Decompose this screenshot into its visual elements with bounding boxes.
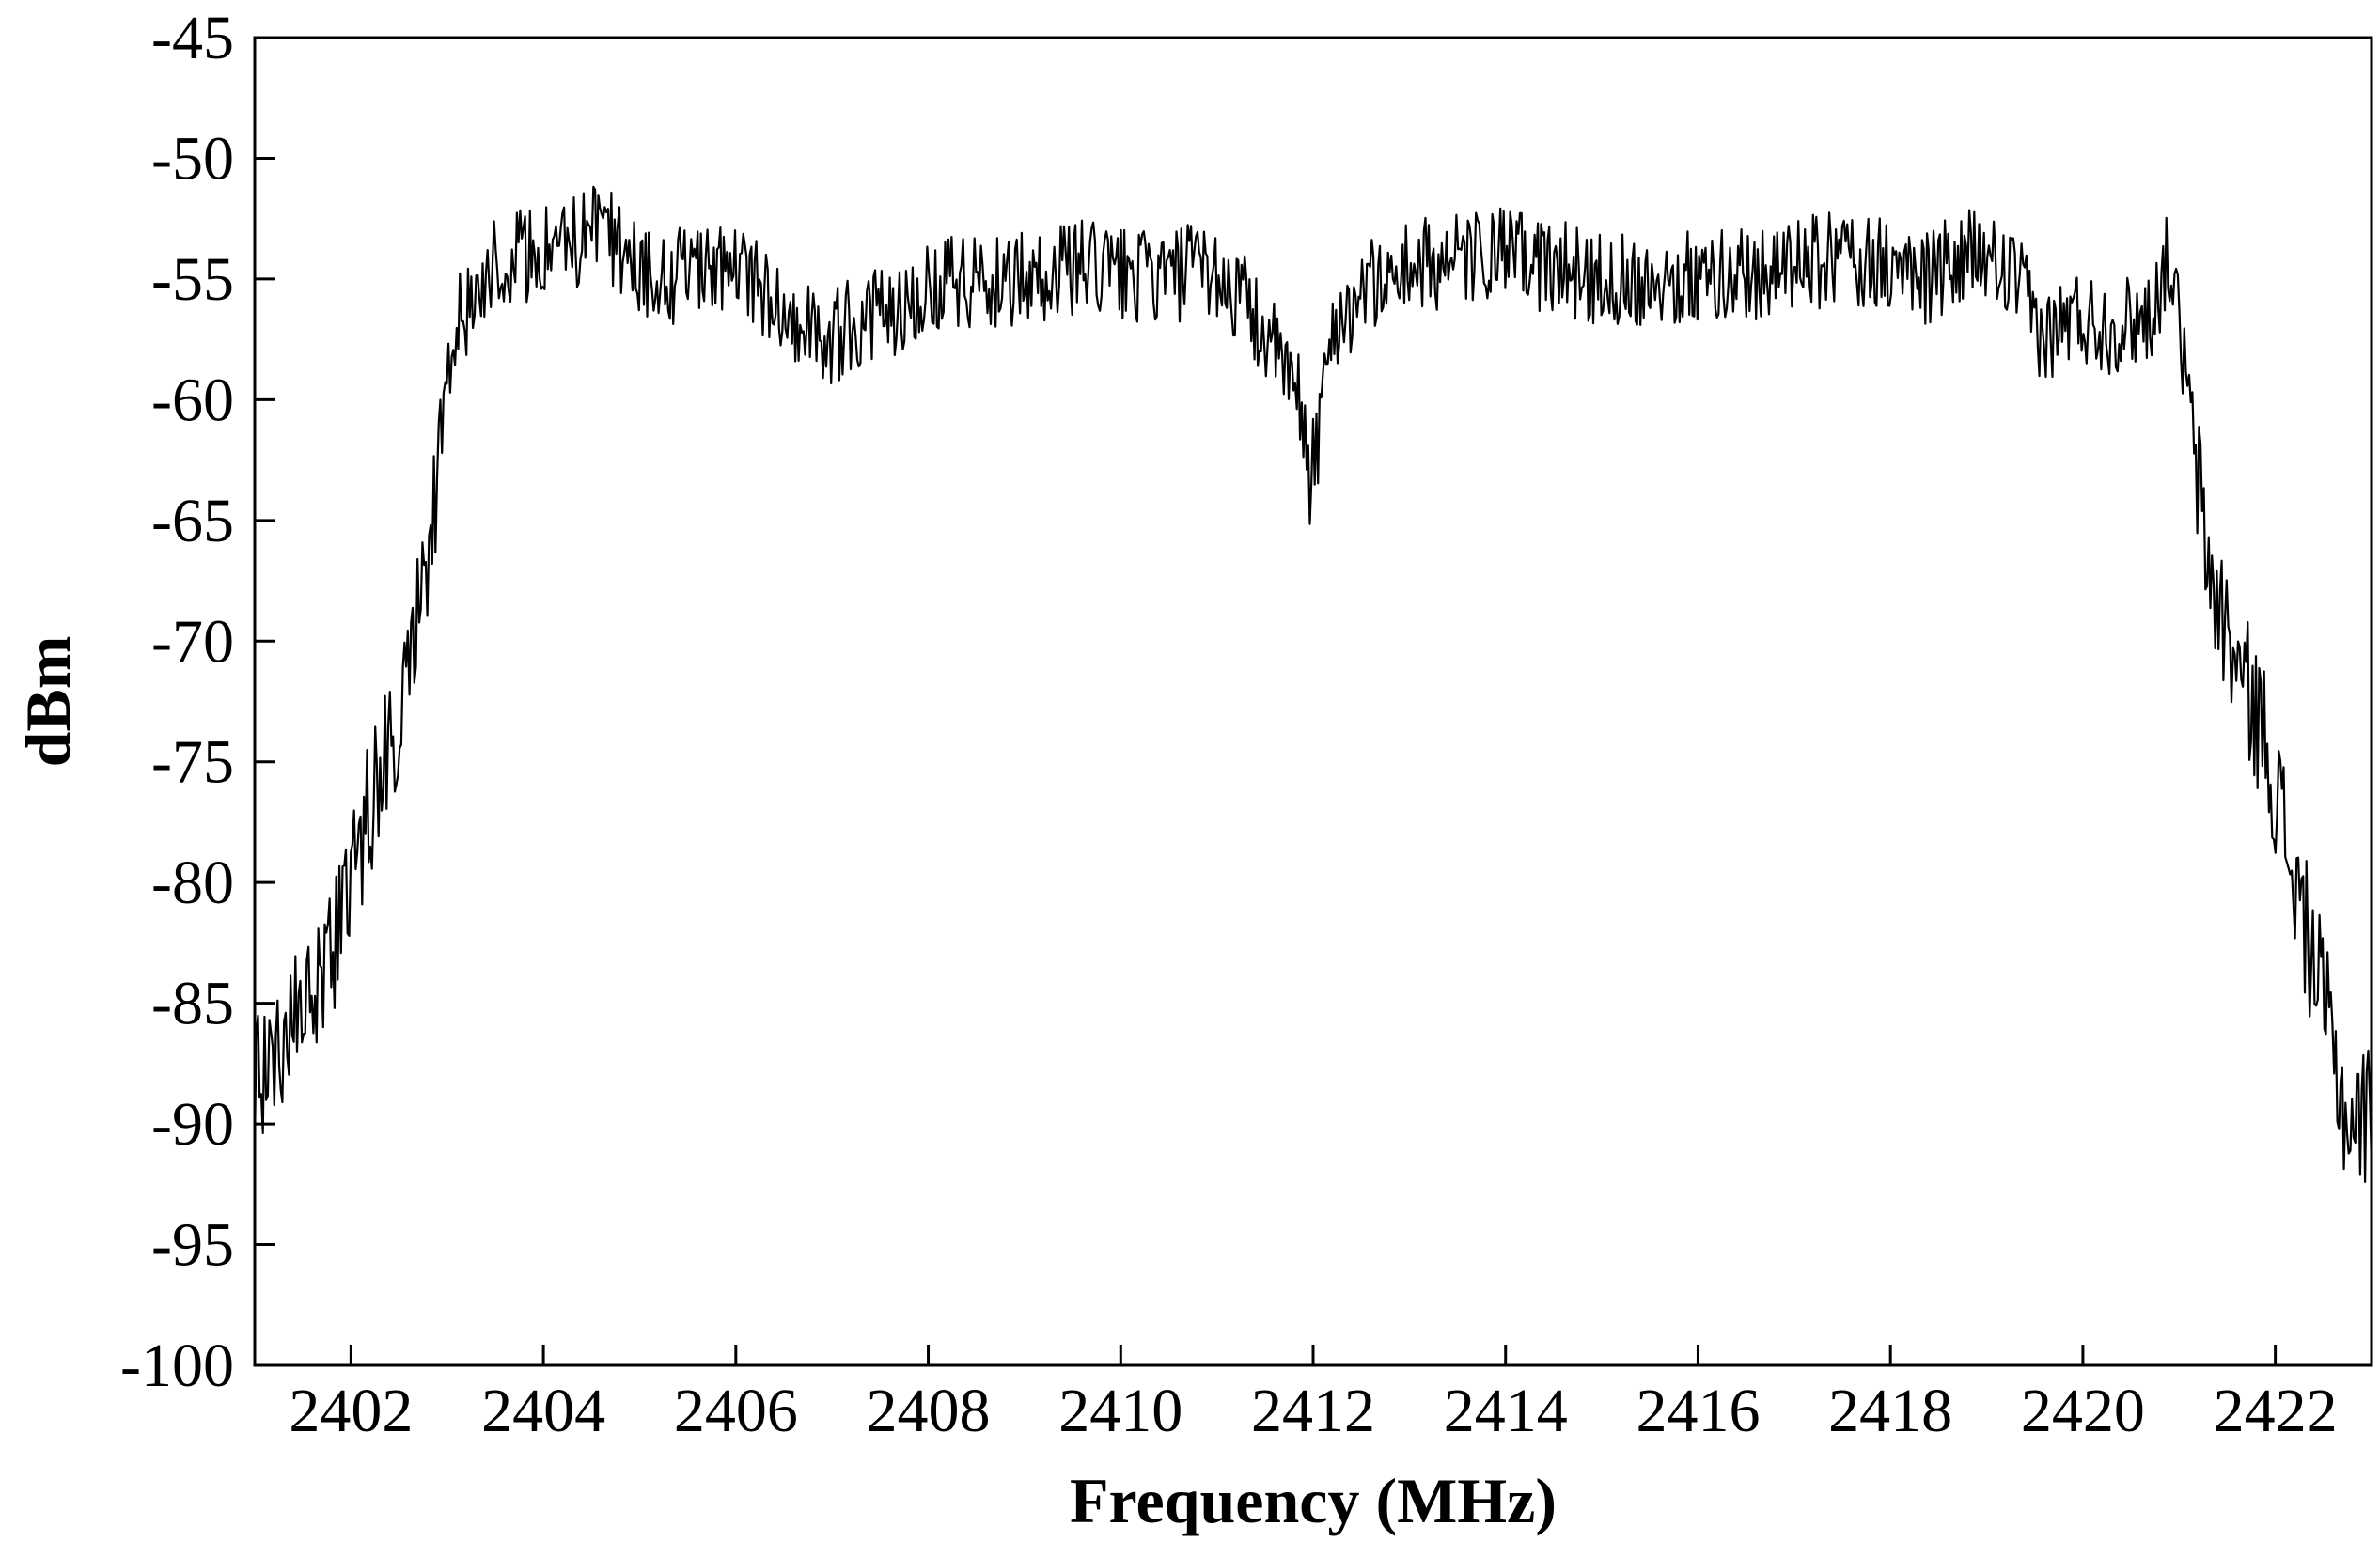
y-tick-label: -85 [151,970,234,1038]
y-axis-label: dBm [12,636,84,768]
x-axis-label: Frequency (MHz) [1070,1465,1557,1536]
x-tick-label: 2406 [674,1377,798,1445]
x-tick-label: 2422 [2214,1377,2338,1445]
x-tick-label: 2404 [481,1377,605,1445]
x-tick-label: 2414 [1444,1377,1568,1445]
y-tick-label: -65 [151,487,234,555]
y-tick-label: -45 [151,4,234,72]
y-tick-label: -100 [120,1332,234,1400]
y-tick-label: -90 [151,1090,234,1159]
x-tick-label: 2412 [1251,1377,1375,1445]
y-tick-label: -50 [151,124,234,193]
x-tick-label: 2416 [1636,1377,1760,1445]
spectrum-trace [253,185,2373,1183]
x-tick-label: 2418 [1828,1377,1952,1445]
y-tick-label: -95 [151,1211,234,1280]
y-tick-label: -75 [151,728,234,797]
y-tick-label: -80 [151,849,234,917]
y-tick-label: -60 [151,366,234,434]
x-tick-label: 2420 [2021,1377,2145,1445]
x-tick-label: 2408 [867,1377,991,1445]
x-tick-label: 2410 [1058,1377,1182,1445]
y-tick-label: -70 [151,607,234,676]
x-tick-label: 2402 [289,1377,413,1445]
y-tick-label: -55 [151,245,234,314]
